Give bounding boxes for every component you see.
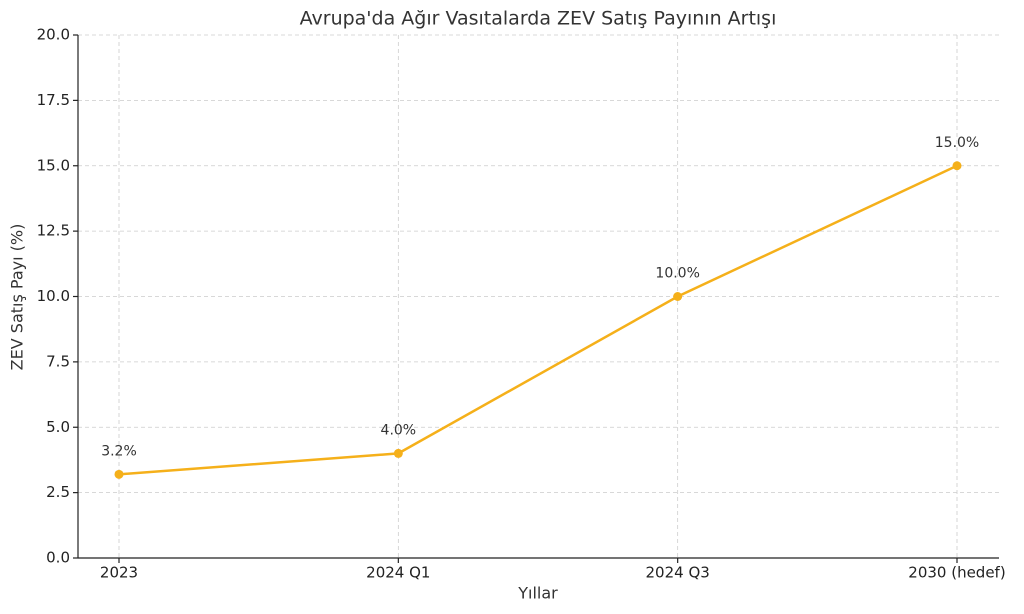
data-label: 10.0%	[655, 266, 699, 282]
data-label: 15.0%	[935, 135, 979, 151]
x-tick-label: 2030 (hedef)	[908, 564, 1005, 582]
data-point	[952, 161, 962, 171]
y-tick-label: 7.5	[46, 352, 70, 370]
data-point	[114, 469, 124, 479]
y-tick-label: 2.5	[46, 483, 70, 501]
data-point	[673, 292, 683, 301]
y-tick-label: 12.5	[37, 222, 70, 240]
data-label: 4.0%	[381, 422, 417, 438]
y-tick-label: 5.0	[46, 418, 70, 436]
data-label: 3.2%	[101, 443, 137, 459]
x-axis-label: Yıllar	[517, 584, 558, 603]
data-point	[393, 448, 403, 458]
chart-title: Avrupa'da Ağır Vasıtalarda ZEV Satış Pay…	[300, 8, 777, 30]
x-tick-label: 2024 Q1	[366, 564, 430, 582]
y-tick-label: 17.5	[37, 91, 70, 109]
y-tick-label: 15.0	[37, 156, 70, 174]
y-axis-label: ZEV Satış Payı (%)	[8, 224, 27, 371]
y-tick-label: 0.0	[46, 549, 70, 567]
x-tick-label: 2024 Q3	[646, 564, 710, 582]
x-tick-label: 2023	[100, 564, 138, 582]
y-tick-label: 20.0	[37, 26, 70, 44]
y-tick-label: 10.0	[37, 287, 70, 305]
data-line	[118, 164, 958, 476]
